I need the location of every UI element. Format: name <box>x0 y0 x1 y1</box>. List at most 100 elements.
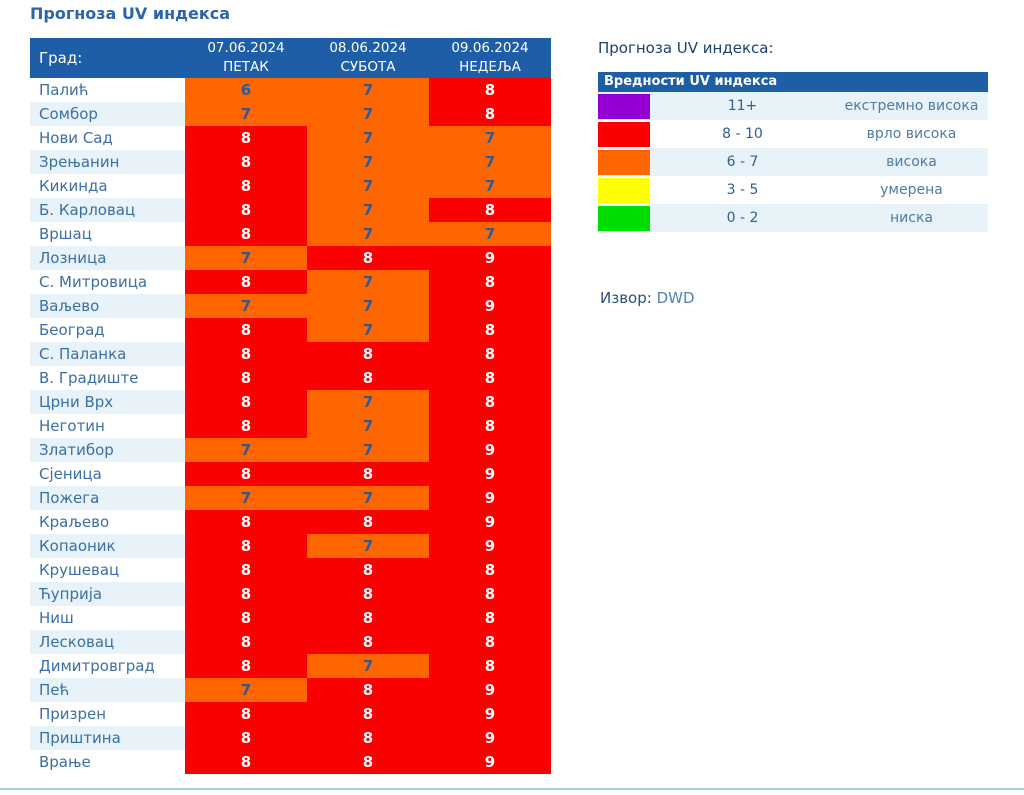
uv-value-cell: 8 <box>185 606 307 630</box>
city-name: Златибор <box>30 438 185 462</box>
uv-value-cell: 8 <box>429 654 551 678</box>
uv-value-cell: 9 <box>429 294 551 318</box>
legend-row: 11+ екстремно висока <box>598 92 988 120</box>
uv-value-cell: 7 <box>307 174 429 198</box>
column-header-day2: 08.06.2024 СУБОТА <box>307 38 429 78</box>
uv-value-cell: 7 <box>429 150 551 174</box>
legend-color-swatch <box>598 121 650 147</box>
legend-range: 3 - 5 <box>726 182 759 198</box>
source-line: Извор: DWD <box>600 289 695 307</box>
legend-label: висока <box>886 154 937 170</box>
uv-value-cell: 8 <box>429 606 551 630</box>
city-name: Кикинда <box>39 177 108 195</box>
uv-value-cell: 8 <box>185 126 307 150</box>
uv-value-cell: 8 <box>429 270 551 294</box>
table-row: Краљево 8 8 9 <box>30 510 551 534</box>
city-name: Сјеница <box>39 465 102 483</box>
uv-value-cell: 9 <box>429 246 551 270</box>
table-row: Вршац 8 7 7 <box>30 222 551 246</box>
uv-value-cell: 8 <box>307 582 429 606</box>
city-name: В. Градиште <box>39 369 139 387</box>
city-name: Лесковац <box>30 630 185 654</box>
table-row: Крушевац 8 8 8 <box>30 558 551 582</box>
table-row: Црни Врх 8 7 8 <box>30 390 551 414</box>
uv-value-cell: 8 <box>307 342 429 366</box>
table-row: Лозница 7 8 9 <box>30 246 551 270</box>
city-name: Ниш <box>39 609 74 627</box>
uv-value-cell: 7 <box>307 222 429 246</box>
city-name: Приштина <box>30 726 185 750</box>
uv-value-cell: 7 <box>307 534 429 558</box>
uv-value-cell: 8 <box>429 78 551 102</box>
uv-value-cell: 8 <box>185 582 307 606</box>
uv-value-cell: 7 <box>307 318 429 342</box>
city-name: Врање <box>39 753 91 771</box>
city-name: Сомбор <box>30 102 185 126</box>
uv-value-cell: 8 <box>429 318 551 342</box>
city-name: Краљево <box>39 513 110 531</box>
city-name: Копаоник <box>30 534 185 558</box>
uv-value-cell: 8 <box>185 630 307 654</box>
uv-value-cell: 7 <box>307 270 429 294</box>
uv-value-cell: 8 <box>185 462 307 486</box>
legend-range: 11+ <box>727 98 758 114</box>
uv-value-cell: 7 <box>429 174 551 198</box>
uv-value-cell: 8 <box>307 678 429 702</box>
uv-value-cell: 8 <box>307 366 429 390</box>
city-name: С. Паланка <box>30 342 185 366</box>
uv-value-cell: 8 <box>307 750 429 774</box>
table-row: Приштина 8 8 9 <box>30 726 551 750</box>
uv-value-cell: 9 <box>429 534 551 558</box>
source-label: Извор: <box>600 289 652 307</box>
uv-value-cell: 8 <box>185 726 307 750</box>
legend-row: 6 - 7 висока <box>598 148 988 176</box>
uv-value-cell: 7 <box>307 486 429 510</box>
uv-value-cell: 8 <box>307 462 429 486</box>
uv-value-cell: 7 <box>307 102 429 126</box>
legend-color-swatch <box>598 93 650 119</box>
uv-value-cell: 7 <box>307 438 429 462</box>
uv-value-cell: 8 <box>307 726 429 750</box>
uv-value-cell: 8 <box>429 198 551 222</box>
uv-value-cell: 7 <box>307 390 429 414</box>
city-name: С. Митровица <box>39 273 148 291</box>
uv-value-cell: 8 <box>185 558 307 582</box>
uv-value-cell: 8 <box>185 222 307 246</box>
table-row: С. Митровица 8 7 8 <box>30 270 551 294</box>
legend-row: 0 - 2 ниска <box>598 204 988 232</box>
uv-table-body: Палић 6 7 8 Сомбор 7 7 8 Нови Сад 8 7 7 Зрењанин 8 7 7 К… <box>30 78 551 774</box>
uv-value-cell: 8 <box>429 390 551 414</box>
uv-value-cell: 8 <box>429 582 551 606</box>
uv-value-cell: 8 <box>307 558 429 582</box>
uv-value-cell: 9 <box>429 438 551 462</box>
uv-value-cell: 8 <box>429 342 551 366</box>
uv-value-cell: 7 <box>307 126 429 150</box>
uv-value-cell: 8 <box>185 174 307 198</box>
column-day: СУБОТА <box>340 59 396 75</box>
table-row: Палић 6 7 8 <box>30 78 551 102</box>
city-name: Палић <box>39 81 89 99</box>
table-row: Сомбор 7 7 8 <box>30 102 551 126</box>
uv-value-cell: 7 <box>185 102 307 126</box>
uv-value-cell: 8 <box>185 390 307 414</box>
legend-header: Вредности UV индекса <box>598 72 988 92</box>
table-row: Пожега 7 7 9 <box>30 486 551 510</box>
uv-value-cell: 9 <box>429 750 551 774</box>
uv-value-cell: 8 <box>429 102 551 126</box>
uv-legend: Вредности UV индекса 11+ екстремно висока… <box>598 72 988 232</box>
table-row: Београд 8 7 8 <box>30 318 551 342</box>
city-name: Ваљево <box>30 294 185 318</box>
table-row: Димитровград 8 7 8 <box>30 654 551 678</box>
uv-value-cell: 8 <box>429 414 551 438</box>
city-name: Б. Карловац <box>30 198 185 222</box>
uv-value-cell: 6 <box>185 78 307 102</box>
uv-value-cell: 8 <box>307 606 429 630</box>
legend-label: врло висока <box>866 126 957 142</box>
uv-value-cell: 8 <box>185 654 307 678</box>
table-row: В. Градиште 8 8 8 <box>30 366 551 390</box>
uv-value-cell: 8 <box>185 198 307 222</box>
source-link[interactable]: DWD <box>656 289 695 307</box>
table-header-row: Град: 07.06.2024 ПЕТАК 08.06.2024 СУБОТА… <box>30 38 551 78</box>
uv-value-cell: 9 <box>429 702 551 726</box>
uv-value-cell: 7 <box>429 222 551 246</box>
